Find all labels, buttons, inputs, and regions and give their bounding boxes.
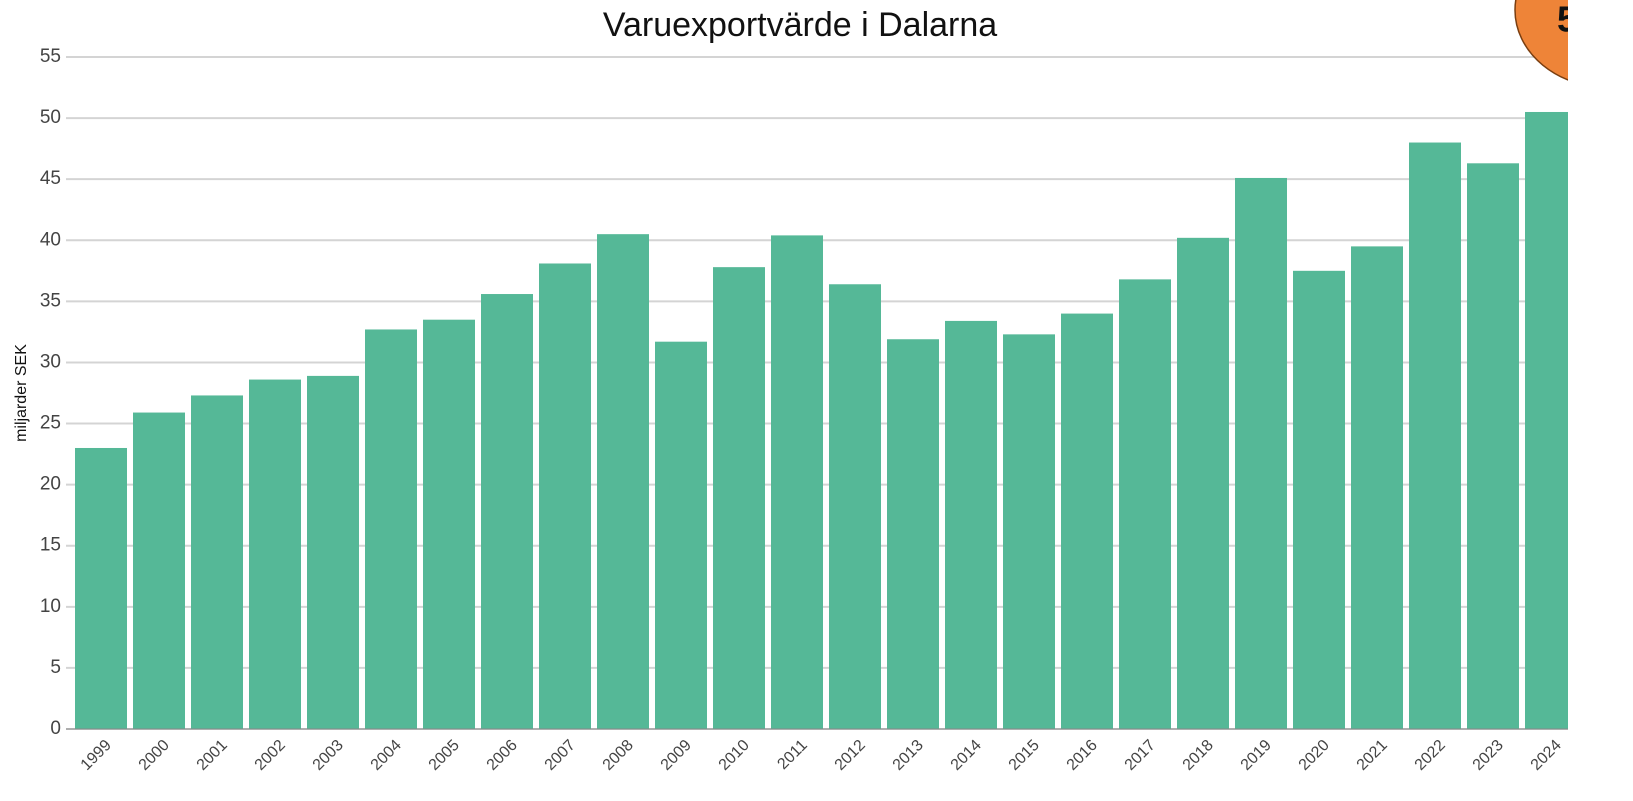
x-tick-label: 2002	[252, 737, 289, 774]
bar	[1409, 142, 1461, 729]
y-tick-label: 40	[40, 229, 61, 250]
bar	[1061, 313, 1113, 729]
x-tick-label: 2006	[484, 737, 521, 774]
x-tick-label: 2007	[542, 737, 579, 774]
callout-text: 5	[1557, 0, 1577, 40]
bar	[1293, 270, 1345, 729]
x-tick-label: 2014	[948, 737, 985, 774]
y-axis-label: miljarder SEK	[13, 344, 30, 442]
x-tick-label: 2001	[194, 737, 231, 774]
x-tick-label: 2018	[1180, 737, 1217, 774]
bar	[713, 267, 765, 729]
x-tick-label: 2024	[1528, 737, 1565, 774]
y-tick-label: 55	[40, 46, 61, 67]
x-tick-label: 2017	[1122, 737, 1159, 774]
x-tick-label: 2016	[1064, 737, 1101, 774]
x-tick-label: 2000	[136, 737, 173, 774]
x-tick-label: 2019	[1238, 737, 1275, 774]
y-tick-label: 25	[40, 413, 61, 434]
y-tick-label: 5	[50, 657, 61, 678]
y-tick-label: 35	[40, 290, 61, 311]
x-tick-label: 1999	[78, 737, 115, 774]
x-tick-label: 2020	[1296, 737, 1333, 774]
bar	[249, 379, 301, 729]
bar	[1177, 237, 1229, 729]
y-tick-label: 50	[40, 107, 61, 128]
x-tick-label: 2010	[716, 737, 753, 774]
bar	[1003, 334, 1055, 729]
x-tick-label: 2003	[310, 737, 347, 774]
y-tick-label: 45	[40, 168, 61, 189]
x-tick-label: 2021	[1354, 737, 1391, 774]
bar	[1235, 177, 1287, 729]
y-tick-label: 0	[50, 718, 61, 739]
y-tick-label: 20	[40, 474, 61, 495]
bar	[597, 234, 649, 729]
bar	[539, 263, 591, 729]
bar	[829, 284, 881, 729]
chart-title: Varuexportvärde i Dalarna	[603, 6, 997, 44]
x-tick-label: 2012	[832, 737, 869, 774]
chart-area: Varuexportvärde i Dalarna miljarder SEK …	[13, 0, 1577, 774]
x-tick-label: 2005	[426, 737, 463, 774]
y-tick-label: 30	[40, 351, 61, 372]
x-tick-label: 2013	[890, 737, 927, 774]
x-tick-label: 2004	[368, 737, 405, 774]
x-tick-label: 2023	[1470, 737, 1507, 774]
x-tick-label: 2011	[774, 737, 810, 773]
bar	[655, 341, 707, 729]
bar	[191, 395, 243, 729]
x-tick-label: 2009	[658, 737, 695, 774]
bar	[75, 447, 127, 729]
bar	[1467, 163, 1519, 729]
bar	[133, 412, 185, 729]
bar	[481, 294, 533, 729]
x-tick-label: 2015	[1006, 737, 1043, 774]
bar	[1119, 279, 1171, 729]
bar	[771, 235, 823, 730]
y-tick-label: 15	[40, 535, 61, 556]
bar	[1351, 246, 1403, 729]
x-tick-label: 2022	[1412, 737, 1449, 774]
y-tick-label: 10	[40, 596, 61, 617]
bar	[423, 319, 475, 729]
bar	[1525, 111, 1568, 730]
callout	[1514, 0, 1568, 81]
bar	[307, 375, 359, 729]
bar	[945, 320, 997, 729]
bar	[887, 339, 939, 729]
x-tick-label: 2008	[600, 737, 637, 774]
bar	[365, 329, 417, 729]
